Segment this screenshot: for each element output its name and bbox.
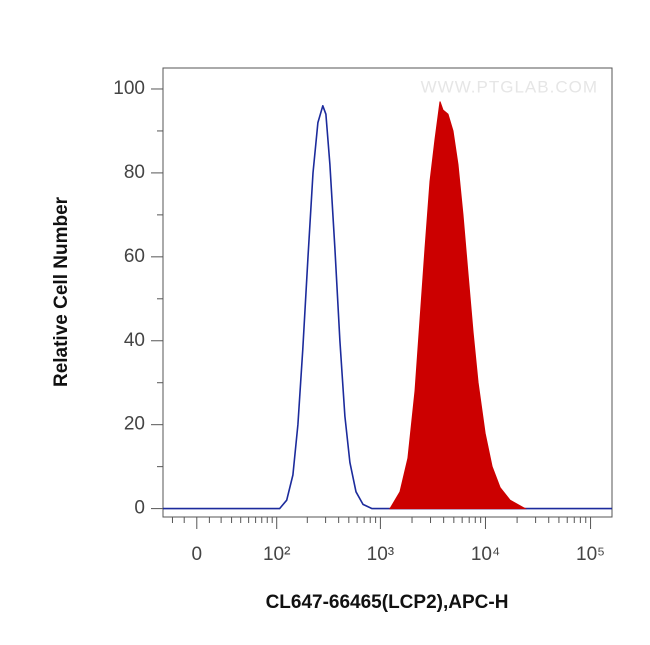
watermark: WWW.PTGLAB.COM	[421, 77, 598, 96]
y-tick-label: 100	[113, 78, 145, 99]
plot-frame	[162, 67, 613, 518]
y-tick-label: 80	[124, 162, 145, 183]
y-tick-label: 20	[124, 414, 145, 435]
x-tick-label: 0	[192, 544, 203, 565]
x-tick-label: 10³	[367, 544, 394, 565]
y-tick-label: 60	[124, 246, 145, 267]
y-tick-label: 0	[134, 498, 145, 519]
y-axis-title: Relative Cell Number	[51, 196, 72, 387]
x-tick-label: 10²	[263, 544, 290, 565]
histogram-line	[163, 105, 612, 510]
y-tick-label: 40	[124, 330, 145, 351]
histogram-area	[389, 101, 528, 510]
x-tick-label: 10⁵	[576, 544, 605, 565]
x-tick-label: 10⁴	[471, 544, 500, 565]
x-axis-title: CL647-66465(LCP2),APC-H	[266, 592, 509, 613]
